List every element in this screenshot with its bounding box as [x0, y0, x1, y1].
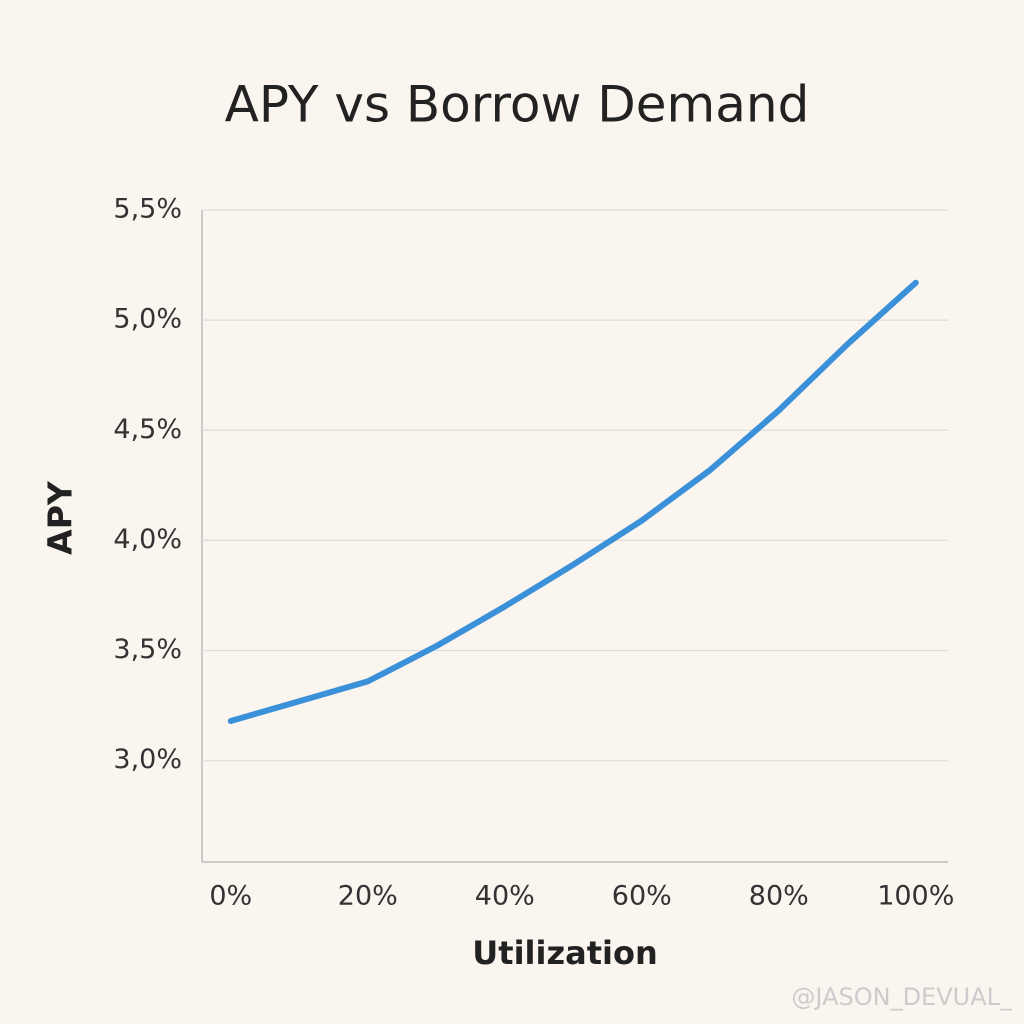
data-line: [227, 279, 919, 725]
x-tick-label: 20%: [338, 881, 398, 912]
x-tick-label: 100%: [877, 881, 954, 912]
x-tick-label: 80%: [749, 881, 809, 912]
y-tick-label: 4,5%: [113, 414, 182, 445]
x-tick-label: 0%: [209, 881, 252, 912]
y-axis-label: APY: [41, 480, 80, 555]
y-tick-label: 3,5%: [113, 634, 182, 665]
watermark: @JASON_DEVUAL_: [791, 983, 1013, 1011]
x-tick-label: 40%: [475, 881, 535, 912]
y-tick-label: 5,5%: [113, 194, 182, 225]
y-tick-label: 5,0%: [113, 304, 182, 335]
y-tick-label: 4,0%: [113, 524, 182, 555]
y-tick-label: 3,0%: [113, 744, 182, 775]
x-tick-label: 60%: [612, 881, 672, 912]
chart-title: APY vs Borrow Demand: [225, 76, 810, 134]
x-axis-label: Utilization: [472, 934, 657, 972]
